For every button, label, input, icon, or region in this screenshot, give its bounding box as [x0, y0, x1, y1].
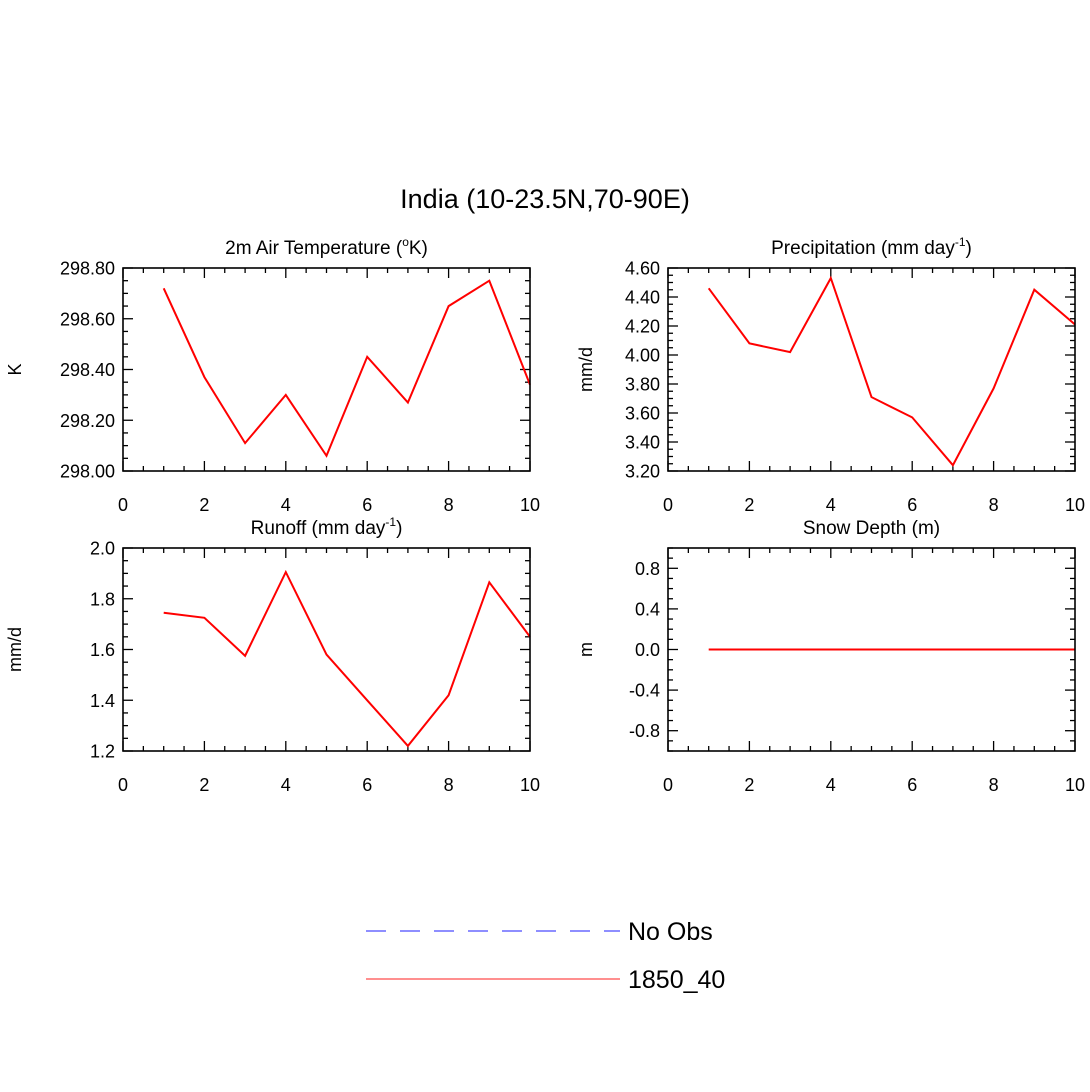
x-tick-label: 8 — [444, 495, 454, 515]
y-tick-label: 1.4 — [90, 691, 115, 711]
chart-panel-3: Runoff (mm day-1) mm/d 0 2 4 6 8 10 1.2 1.4 1.6 1.8… — [5, 515, 540, 795]
x-tick-label: 8 — [989, 775, 999, 795]
series-line — [162, 279, 531, 458]
y-axis-label: K — [5, 363, 25, 375]
y-tick-label: 3.40 — [625, 433, 660, 453]
panel-title: Precipitation (mm day-1) — [771, 235, 972, 259]
x-tick-label: 6 — [907, 495, 917, 515]
y-tick-label: 298.20 — [60, 411, 115, 431]
x-tick-label: 8 — [989, 495, 999, 515]
chart-panel-4: Snow Depth (m) m 0 2 4 6 8 10 -0.8 -0.4 0.0 0.4 0.8 — [576, 518, 1085, 795]
plot-frame — [667, 267, 1076, 472]
y-tick-label: 4.40 — [625, 288, 660, 308]
x-tick-label: 6 — [907, 775, 917, 795]
panel-title-main: Runoff (mm day — [251, 518, 386, 539]
x-tick-label: 10 — [520, 495, 540, 515]
x-tick-label: 10 — [1065, 495, 1085, 515]
y-tick-label: 0.8 — [635, 559, 660, 579]
x-tick-label: 2 — [199, 495, 209, 515]
panels: 2m Air Temperature (oK) K 0 2 4 6 8 10 298.00 298… — [5, 235, 1085, 795]
x-tick-label: 0 — [118, 495, 128, 515]
y-tick-label: 3.80 — [625, 375, 660, 395]
panel-title: Snow Depth (m) — [803, 518, 940, 539]
y-axis-label: mm/d — [576, 347, 596, 392]
y-tick-label: 3.60 — [625, 404, 660, 424]
y-tick-label: 298.60 — [60, 309, 115, 329]
x-tick-label: 0 — [118, 775, 128, 795]
y-tick-label: 0.4 — [635, 599, 660, 619]
x-tick-label: 6 — [362, 775, 372, 795]
y-tick-label: -0.8 — [629, 721, 660, 741]
y-tick-label: 298.80 — [60, 259, 115, 279]
y-tick-label: 4.20 — [625, 317, 660, 337]
chart-panel-2: Precipitation (mm day-1) mm/d 0 2 4 6 8 10 3.20 3… — [576, 235, 1085, 515]
y-tick-label: 1.8 — [90, 589, 115, 609]
panel-title: 2m Air Temperature (oK) — [225, 235, 428, 259]
panel-title-superscript: -1 — [955, 235, 966, 249]
panel-title-superscript: -1 — [385, 515, 396, 529]
x-tick-label: 4 — [826, 775, 836, 795]
y-tick-label: 3.20 — [625, 462, 660, 482]
y-tick-label: 4.00 — [625, 346, 660, 366]
legend: No Obs 1850_40 — [366, 918, 725, 994]
y-tick-label: 1.6 — [90, 640, 115, 660]
x-tick-label: 4 — [281, 495, 291, 515]
plot-frame — [122, 547, 531, 752]
y-tick-label: 1.2 — [90, 742, 115, 762]
panel-title-main: 2m Air Temperature ( — [225, 238, 403, 259]
chart-panel-1: 2m Air Temperature (oK) K 0 2 4 6 8 10 298.00 298… — [5, 235, 540, 515]
panel-title-superscript: o — [402, 235, 409, 249]
x-tick-label: 8 — [444, 775, 454, 795]
y-tick-label: 298.00 — [60, 462, 115, 482]
panel-title-main: Precipitation (mm day — [771, 238, 955, 259]
x-tick-label: 0 — [663, 775, 673, 795]
series-line — [163, 569, 531, 748]
x-tick-label: 4 — [281, 775, 291, 795]
series-line — [707, 275, 1076, 467]
panel-title-tail: ) — [966, 238, 972, 259]
x-tick-label: 4 — [826, 495, 836, 515]
x-tick-label: 0 — [663, 495, 673, 515]
plot-frame — [667, 547, 1076, 752]
panel-title-main: Snow Depth (m) — [803, 518, 940, 539]
y-tick-label: 2.0 — [90, 539, 115, 559]
y-tick-label: 0.0 — [635, 640, 660, 660]
x-tick-label: 2 — [744, 495, 754, 515]
panel-title-tail: ) — [396, 518, 402, 539]
panel-title: Runoff (mm day-1) — [251, 515, 403, 539]
panel-title-tail: K) — [409, 238, 428, 259]
legend-label: 1850_40 — [628, 966, 725, 994]
legend-label: No Obs — [628, 918, 713, 946]
x-tick-label: 2 — [744, 775, 754, 795]
figure-title: India (10-23.5N,70-90E) — [400, 184, 690, 214]
y-axis-label: mm/d — [5, 627, 25, 672]
x-tick-label: 2 — [199, 775, 209, 795]
plot-frame — [122, 267, 531, 472]
y-axis-label: m — [576, 642, 596, 657]
y-tick-label: 298.40 — [60, 360, 115, 380]
x-tick-label: 10 — [520, 775, 540, 795]
y-tick-label: -0.4 — [629, 681, 660, 701]
x-tick-label: 10 — [1065, 775, 1085, 795]
x-tick-label: 6 — [362, 495, 372, 515]
y-tick-label: 4.60 — [625, 259, 660, 279]
